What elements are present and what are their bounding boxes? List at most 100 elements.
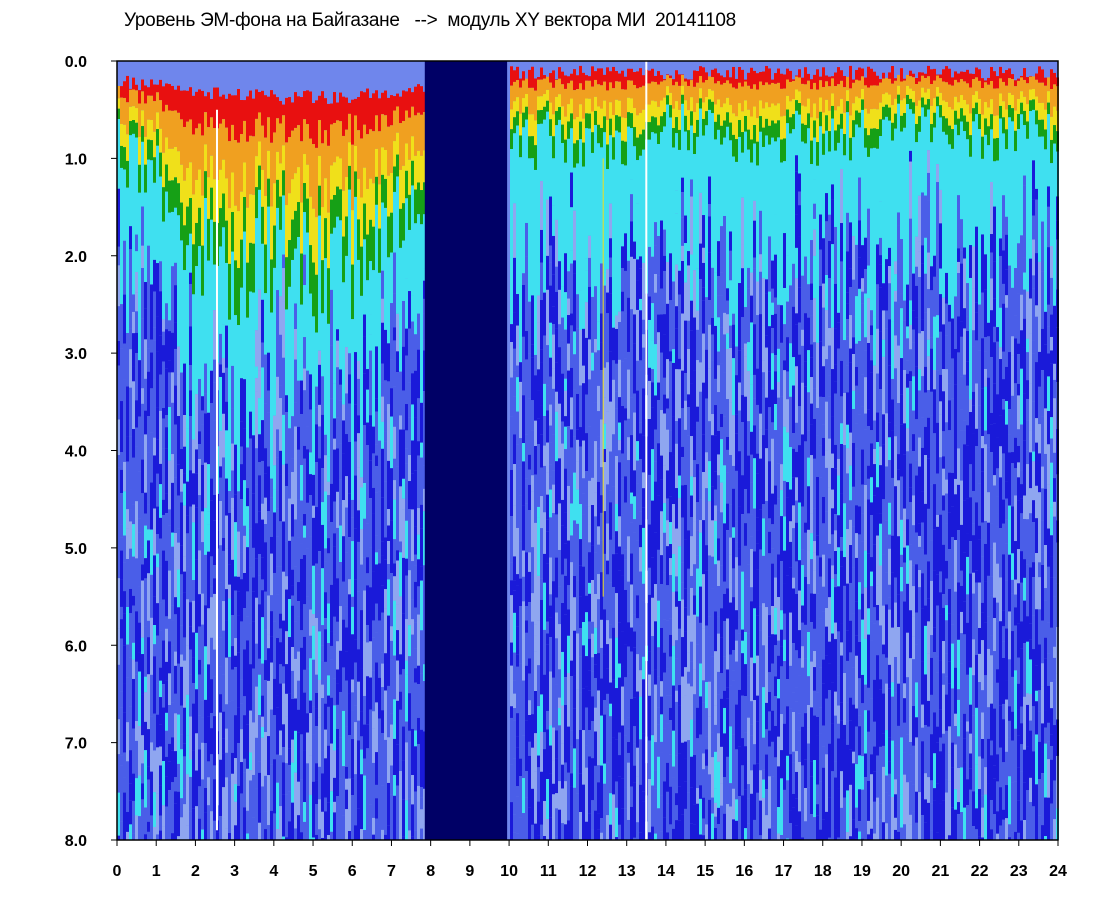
heatmap-cell	[690, 587, 693, 642]
heatmap-cell	[687, 435, 690, 475]
heatmap-cell	[648, 70, 651, 84]
heatmap-cell	[675, 658, 678, 691]
heatmap-cell	[294, 698, 297, 731]
heatmap-cell	[594, 110, 597, 126]
heatmap-cell	[570, 250, 573, 264]
heatmap-cell	[315, 507, 318, 564]
heatmap-cell	[120, 821, 123, 840]
heatmap-cell	[636, 259, 639, 281]
heatmap-cell	[579, 121, 582, 140]
heatmap-cell	[642, 388, 645, 436]
heatmap-cell	[402, 836, 405, 840]
heatmap-cell	[171, 782, 174, 834]
heatmap-cell	[138, 360, 141, 417]
heatmap-cell	[636, 441, 639, 461]
heatmap-cell	[816, 640, 819, 693]
heatmap-cell	[300, 647, 303, 686]
heatmap-cell	[615, 837, 618, 840]
heatmap-cell	[171, 532, 174, 547]
heatmap-cell	[738, 619, 741, 634]
heatmap-cell	[219, 376, 222, 431]
heatmap-cell	[123, 97, 126, 125]
heatmap-cell	[804, 313, 807, 362]
heatmap-cell	[156, 439, 159, 474]
heatmap-cell	[744, 732, 747, 747]
heatmap-cell	[255, 89, 258, 119]
heatmap-cell	[681, 370, 684, 409]
heatmap-cell	[393, 110, 396, 142]
heatmap-cell	[798, 103, 801, 115]
heatmap-cell	[792, 99, 795, 115]
heatmap-cell	[696, 803, 699, 840]
heatmap-cell	[813, 651, 816, 668]
heatmap-cell	[669, 575, 672, 619]
heatmap-cell	[588, 638, 591, 671]
heatmap-cell	[798, 250, 801, 288]
heatmap-cell	[813, 628, 816, 652]
heatmap-cell	[225, 430, 228, 479]
heatmap-cell	[615, 408, 618, 456]
heatmap-cell	[273, 715, 276, 760]
heatmap-cell	[840, 623, 843, 643]
heatmap-cell	[573, 675, 576, 709]
heatmap-column	[816, 69, 819, 840]
heatmap-cell	[777, 427, 780, 464]
heatmap-cell	[846, 744, 849, 791]
heatmap-cell	[201, 511, 204, 543]
heatmap-cell	[528, 510, 531, 553]
heatmap-cell	[279, 806, 282, 840]
heatmap-cell	[618, 450, 621, 463]
heatmap-cell	[381, 785, 384, 830]
heatmap-cell	[129, 436, 132, 490]
heatmap-cell	[822, 611, 825, 650]
heatmap-cell	[267, 648, 270, 681]
heatmap-cell	[210, 431, 213, 479]
heatmap-cell	[186, 206, 189, 246]
heatmap-cell	[258, 511, 261, 555]
heatmap-cell	[714, 828, 717, 840]
heatmap-cell	[174, 385, 177, 425]
heatmap-cell	[405, 355, 408, 405]
heatmap-cell	[834, 761, 837, 778]
heatmap-cell	[117, 306, 120, 341]
heatmap-cell	[603, 609, 606, 655]
heatmap-cell	[546, 385, 549, 411]
heatmap-cell	[279, 613, 282, 629]
heatmap-cell	[798, 287, 801, 323]
heatmap-cell	[573, 708, 576, 749]
heatmap-cell	[534, 624, 537, 636]
heatmap-cell	[600, 678, 603, 716]
heatmap-cell	[717, 733, 720, 762]
heatmap-cell	[831, 489, 834, 509]
heatmap-cell	[342, 282, 345, 405]
heatmap-cell	[597, 526, 600, 545]
heatmap-cell	[612, 587, 615, 613]
heatmap-cell	[621, 164, 624, 247]
heatmap-cell	[696, 568, 699, 617]
heatmap-cell	[240, 703, 243, 730]
heatmap-cell	[540, 467, 543, 497]
heatmap-column	[390, 95, 393, 840]
heatmap-cell	[723, 372, 726, 417]
heatmap-cell	[810, 283, 813, 300]
heatmap-cell	[810, 299, 813, 316]
heatmap-cell	[204, 507, 207, 555]
heatmap-cell	[363, 425, 366, 484]
heatmap-cell	[417, 398, 420, 442]
heatmap-cell	[582, 493, 585, 515]
heatmap-cell	[729, 250, 732, 281]
heatmap-cell	[531, 491, 534, 548]
heatmap-cell	[636, 747, 639, 777]
heatmap-cell	[558, 624, 561, 670]
heatmap-cell	[705, 824, 708, 840]
heatmap-cell	[525, 78, 528, 94]
heatmap-cell	[711, 267, 714, 318]
heatmap-cell	[369, 261, 372, 315]
heatmap-cell	[582, 328, 585, 366]
heatmap-cell	[822, 659, 825, 684]
heatmap-cell	[585, 557, 588, 596]
heatmap-column	[189, 87, 192, 840]
heatmap-cell	[627, 509, 630, 537]
heatmap-column	[774, 73, 777, 840]
heatmap-cell	[321, 502, 324, 525]
